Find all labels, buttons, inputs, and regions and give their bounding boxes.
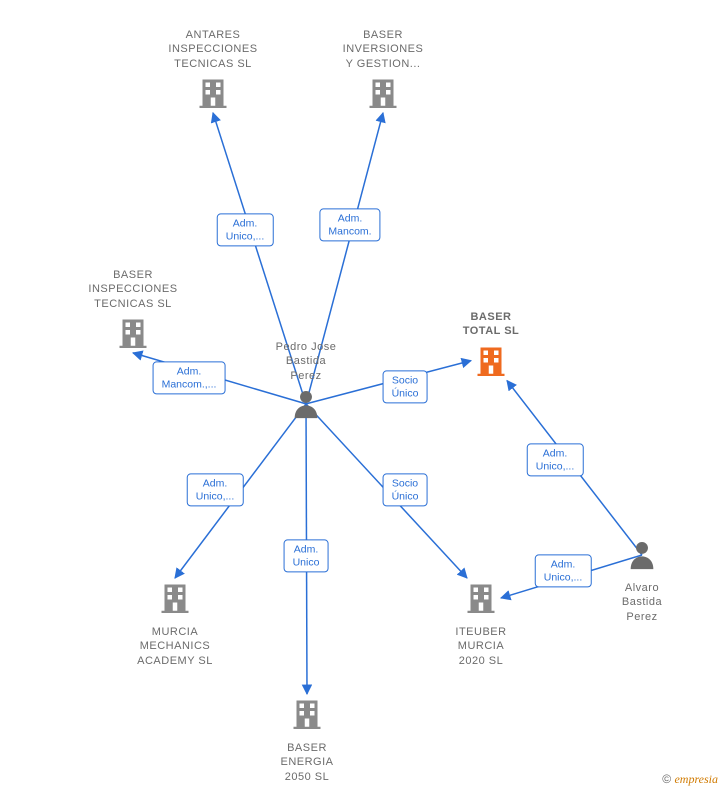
node-label: Alvaro Bastida Perez [582,581,702,624]
edge-label: Adm. Unico,... [527,443,584,476]
copyright: © empresia [662,772,718,787]
edges-layer [0,0,728,795]
edge-line [306,113,383,404]
building-icon [157,580,193,616]
edge-label: Socio Único [383,473,428,506]
node-pedro: Pedro Jose Bastida Perez [246,340,366,426]
node-label: BASER TOTAL SL [431,310,551,339]
edge-label: Adm. Unico,... [187,473,244,506]
node-baser_insp: BASER INSPECCIONES TECNICAS SL [73,268,193,356]
person-icon [625,538,659,572]
node-iteuber: ITEUBER MURCIA 2020 SL [421,580,541,668]
node-label: Pedro Jose Bastida Perez [246,340,366,383]
node-label: BASER INVERSIONES Y GESTION... [323,28,443,71]
node-label: ITEUBER MURCIA 2020 SL [421,625,541,668]
building-icon [289,696,325,732]
copyright-symbol: © [662,772,671,786]
node-label: MURCIA MECHANICS ACADEMY SL [115,625,235,668]
building-icon [195,75,231,111]
edge-label: Adm. Unico,... [217,213,274,246]
building-icon [473,343,509,379]
edge-label: Adm. Mancom. [319,208,380,241]
node-baser_total: BASER TOTAL SL [431,310,551,384]
edge-label: Adm. Unico [284,539,329,572]
edge-label: Socio Único [383,370,428,403]
node-baser_en: BASER ENERGIA 2050 SL [247,696,367,784]
building-icon [365,75,401,111]
node-antares: ANTARES INSPECCIONES TECNICAS SL [153,28,273,116]
node-murcia: MURCIA MECHANICS ACADEMY SL [115,580,235,668]
edge-line [213,113,306,404]
node-label: ANTARES INSPECCIONES TECNICAS SL [153,28,273,71]
node-alvaro: Alvaro Bastida Perez [582,538,702,624]
edge-label: Adm. Mancom.,... [153,361,226,394]
node-baser_inv: BASER INVERSIONES Y GESTION... [323,28,443,116]
node-label: BASER ENERGIA 2050 SL [247,741,367,784]
building-icon [463,580,499,616]
edge-label: Adm. Unico,... [535,554,592,587]
node-label: BASER INSPECCIONES TECNICAS SL [73,268,193,311]
person-icon [289,387,323,421]
building-icon [115,315,151,351]
copyright-brand: empresia [674,772,718,786]
